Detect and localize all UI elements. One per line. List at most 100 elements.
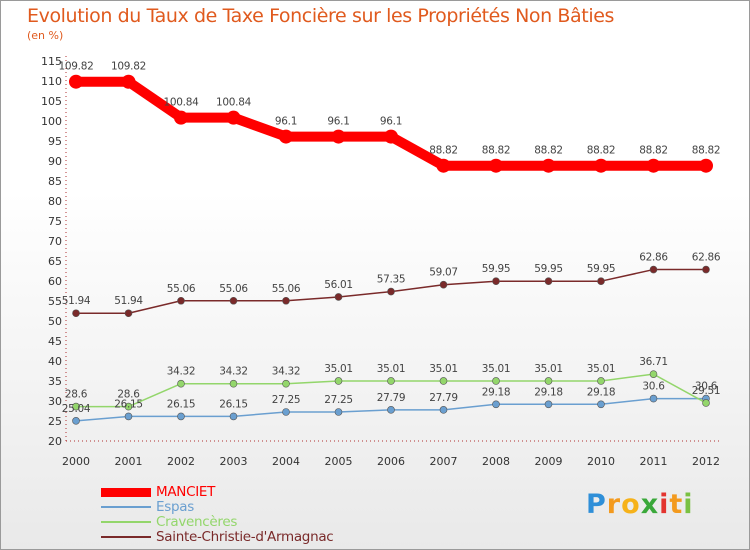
logo-letter: r	[606, 489, 622, 520]
data-label: 51.94	[114, 295, 143, 307]
data-point	[492, 400, 500, 409]
y-tick-label: 20	[48, 435, 62, 448]
data-point	[124, 402, 133, 411]
data-label: 25.04	[62, 403, 91, 415]
data-label: 36.71	[639, 356, 668, 368]
legend-label: Espas	[156, 499, 194, 515]
series-sainte-christie-d-armagnac	[72, 265, 710, 318]
legend-swatch	[101, 536, 151, 538]
data-point	[124, 309, 133, 318]
data-label: 55.06	[272, 283, 301, 295]
data-label: 35.01	[534, 363, 563, 375]
data-label: 100.84	[216, 97, 252, 109]
data-label: 30.6	[642, 381, 665, 393]
data-point	[72, 402, 80, 411]
y-tick-label: 45	[48, 335, 62, 348]
data-label: 30.6	[695, 381, 718, 393]
data-point	[699, 158, 713, 173]
data-label: 59.07	[429, 267, 458, 279]
data-label: 27.79	[377, 392, 406, 404]
data-label: 109.82	[59, 61, 94, 73]
data-point	[649, 370, 658, 378]
y-tick-label: 40	[48, 355, 62, 368]
data-point	[387, 287, 395, 296]
data-label: 27.25	[324, 394, 353, 406]
y-tick-label: 35	[48, 375, 62, 388]
legend-swatch	[101, 521, 151, 523]
logo-letter: P	[586, 489, 607, 520]
data-label: 51.94	[62, 295, 91, 307]
data-label: 59.95	[482, 263, 511, 275]
data-point	[492, 377, 500, 385]
logo-letter: i	[683, 489, 694, 520]
data-point	[646, 158, 661, 173]
data-label: 28.6	[65, 389, 88, 401]
data-label: 29.18	[482, 386, 511, 398]
legend-label: Sainte-Christie-d'Armagnac	[156, 529, 334, 545]
data-point	[439, 406, 448, 414]
data-label: 35.01	[587, 363, 616, 375]
data-point	[387, 377, 395, 385]
y-tick-label: 100	[41, 115, 62, 128]
y-tick-label: 50	[48, 315, 62, 328]
data-label: 59.95	[587, 263, 616, 275]
data-point	[489, 158, 503, 173]
data-label: 88.82	[692, 145, 721, 157]
data-point	[279, 129, 293, 144]
data-label: 59.95	[534, 263, 563, 275]
y-tick-label: 105	[41, 95, 62, 108]
data-label: 34.32	[219, 366, 248, 378]
data-label: 35.01	[429, 363, 458, 375]
data-label: 55.06	[219, 283, 248, 295]
data-point	[492, 277, 500, 286]
axes: 20 25 30 35 40 45 50 55 60 65 70 75 80 85 90 95 100 105 11…	[41, 55, 721, 468]
data-point	[541, 158, 556, 173]
data-point	[439, 377, 448, 385]
data-point	[544, 400, 553, 409]
x-tick-label: 2009	[535, 455, 563, 468]
data-point	[69, 74, 83, 89]
data-label: 35.01	[377, 363, 406, 375]
x-tick-label: 2001	[115, 455, 143, 468]
x-tick-label: 2007	[430, 455, 458, 468]
data-point	[702, 265, 710, 274]
chart-title: Evolution du Taux de Taxe Foncière sur l…	[27, 5, 615, 27]
data-point	[226, 110, 241, 125]
x-tick-label: 2004	[272, 455, 300, 468]
data-label: 109.82	[111, 61, 146, 73]
y-tick-label: 85	[48, 175, 62, 188]
x-tick-label: 2003	[220, 455, 248, 468]
y-tick-label: 80	[48, 195, 62, 208]
data-label: 55.06	[167, 283, 196, 295]
y-tick-label: 25	[48, 415, 62, 428]
data-point	[282, 408, 290, 416]
y-tick-label: 90	[48, 155, 62, 168]
x-tick-label: 2008	[482, 455, 510, 468]
data-point	[282, 296, 290, 305]
logo-letter: x	[640, 489, 660, 520]
data-point	[702, 399, 710, 407]
data-point	[177, 379, 185, 388]
y-tick-label: 115	[41, 55, 62, 68]
data-point	[544, 277, 553, 286]
data-point	[124, 412, 133, 421]
data-label: 56.01	[324, 279, 353, 291]
data-point	[177, 296, 185, 305]
data-point	[544, 377, 553, 385]
data-label: 62.86	[692, 252, 721, 264]
data-label: 29.51	[692, 385, 721, 397]
data-point	[174, 110, 188, 125]
data-label: 34.32	[272, 366, 301, 378]
legend-swatch	[101, 506, 151, 508]
data-label: 28.6	[117, 389, 140, 401]
data-point	[384, 129, 398, 144]
data-point	[387, 406, 395, 414]
series-manciet	[69, 74, 713, 173]
data-point	[597, 377, 605, 385]
data-point	[649, 265, 658, 274]
data-point	[334, 293, 343, 301]
data-label: 27.79	[429, 392, 458, 404]
data-label: 26.15	[167, 398, 196, 410]
